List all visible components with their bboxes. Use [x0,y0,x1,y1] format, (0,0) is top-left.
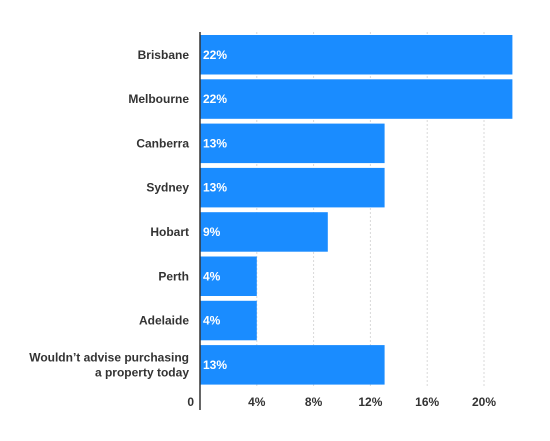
x-tick-label: 8% [305,395,323,409]
category-label-line: Sydney [146,181,189,195]
category-label-line: a property today [95,365,189,379]
value-label: 4% [203,314,221,328]
category-label: Perth [158,269,189,283]
category-label-line: Adelaide [139,314,189,328]
bar [200,167,385,208]
category-label: Melbourne [128,92,189,106]
x-tick-label: 4% [248,395,266,409]
x-tick-label: 0 [187,395,194,409]
category-label-line: Hobart [150,225,189,239]
bar [200,35,513,75]
value-label: 22% [203,92,227,106]
value-label: 9% [203,225,221,239]
value-label: 4% [203,269,221,283]
bar [200,79,513,119]
category-label: Sydney [146,181,189,195]
value-label: 13% [203,136,227,150]
category-label-line: Brisbane [138,48,190,62]
category-label-line: Perth [158,269,189,283]
category-label: Wouldn’t advise purchasing a property tod… [29,350,189,379]
category-label: Canberra [136,136,189,150]
category-label: Adelaide [139,314,189,328]
bar [200,345,385,385]
x-tick-label: 20% [472,395,496,409]
bar [200,256,257,296]
category-label-line: Wouldn’t advise purchasing [29,350,189,364]
x-tick-labels: 0 4% 8% 12% 16% 20% [187,395,496,409]
bar [200,212,328,252]
category-label: Brisbane [138,48,190,62]
bar [200,123,385,164]
value-label: 13% [203,181,227,195]
x-tick-label: 12% [358,395,382,409]
category-label-line: Melbourne [128,92,189,106]
value-label: 22% [203,48,227,62]
category-label: Hobart [150,225,189,239]
bar [200,300,257,341]
category-label-line: Canberra [136,136,189,150]
bars [200,35,513,385]
category-labels: Brisbane Melbourne Canberra Sydney Hobart Per… [29,48,189,380]
value-labels: 22% 22% 13% 13% 9% 4% 4% 13% [203,48,227,372]
x-tick-label: 16% [415,395,439,409]
value-label: 13% [203,358,227,372]
